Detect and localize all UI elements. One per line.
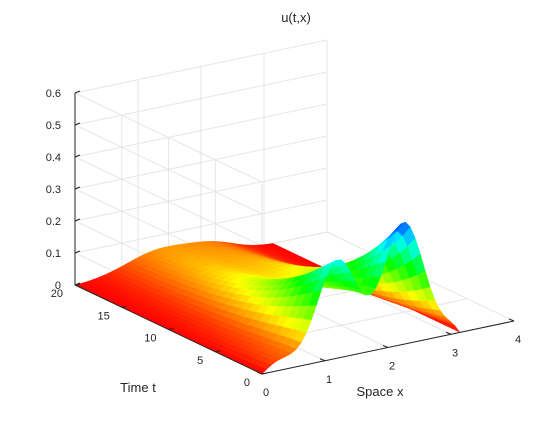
z-tick-label: 0.3 bbox=[46, 184, 61, 196]
z-tick-label: 0 bbox=[55, 280, 61, 292]
x-tick-label: 4 bbox=[515, 334, 521, 346]
z-tick-mark bbox=[74, 218, 81, 222]
back-wall-grid-line bbox=[74, 39, 328, 94]
x-tick-mark bbox=[445, 331, 452, 335]
z-tick-mark bbox=[74, 122, 81, 126]
t-tick-label: 15 bbox=[98, 310, 110, 322]
back-wall-grid-line bbox=[74, 71, 328, 126]
z-tick-label: 0.5 bbox=[46, 120, 61, 132]
z-tick-label: 0.6 bbox=[46, 88, 61, 100]
axes: 0 0.1 0.2 0.3 0.4 0.5 0.6 0 1 2 3 4 0 5 10 15 20 bbox=[46, 88, 521, 399]
back-wall-grid-line bbox=[74, 135, 328, 190]
t-tick-label: 5 bbox=[197, 355, 203, 367]
back-wall-grid-line bbox=[74, 103, 328, 158]
x-tick-label: 3 bbox=[452, 347, 458, 359]
chart-title: u(t,x) bbox=[281, 10, 311, 25]
t-tick-mark bbox=[74, 283, 81, 286]
back-wall-grid-line bbox=[74, 199, 328, 254]
t-tick-label: 0 bbox=[244, 377, 250, 389]
z-tick-mark bbox=[74, 250, 81, 254]
t-tick-mark bbox=[261, 372, 268, 375]
y-axis-label: Time t bbox=[120, 380, 156, 395]
t-tick-mark bbox=[121, 305, 127, 308]
z-tick-mark bbox=[74, 186, 81, 190]
t-tick-label: 10 bbox=[144, 333, 156, 345]
t-tick-mark bbox=[215, 350, 221, 353]
x-axis-label: Space x bbox=[357, 384, 404, 399]
x-tick-label: 0 bbox=[263, 387, 269, 399]
x-tick-mark bbox=[508, 318, 515, 322]
back-wall-grid-line bbox=[74, 167, 328, 222]
x-tick-label: 1 bbox=[326, 374, 332, 386]
z-tick-mark bbox=[74, 90, 81, 94]
x-tick-mark bbox=[319, 358, 326, 362]
z-tick-label: 0.4 bbox=[46, 152, 61, 164]
t-tick-label: 20 bbox=[51, 288, 63, 300]
z-tick-label: 0.2 bbox=[46, 216, 61, 228]
surface bbox=[74, 221, 461, 375]
x-tick-mark bbox=[382, 345, 389, 348]
z-tick-mark bbox=[74, 154, 81, 158]
surface-patch bbox=[446, 322, 461, 333]
t-tick-mark bbox=[168, 328, 174, 330]
z-tick-label: 0.1 bbox=[46, 248, 61, 260]
x-tick-label: 2 bbox=[389, 361, 395, 373]
x-tick-mark bbox=[256, 371, 263, 375]
